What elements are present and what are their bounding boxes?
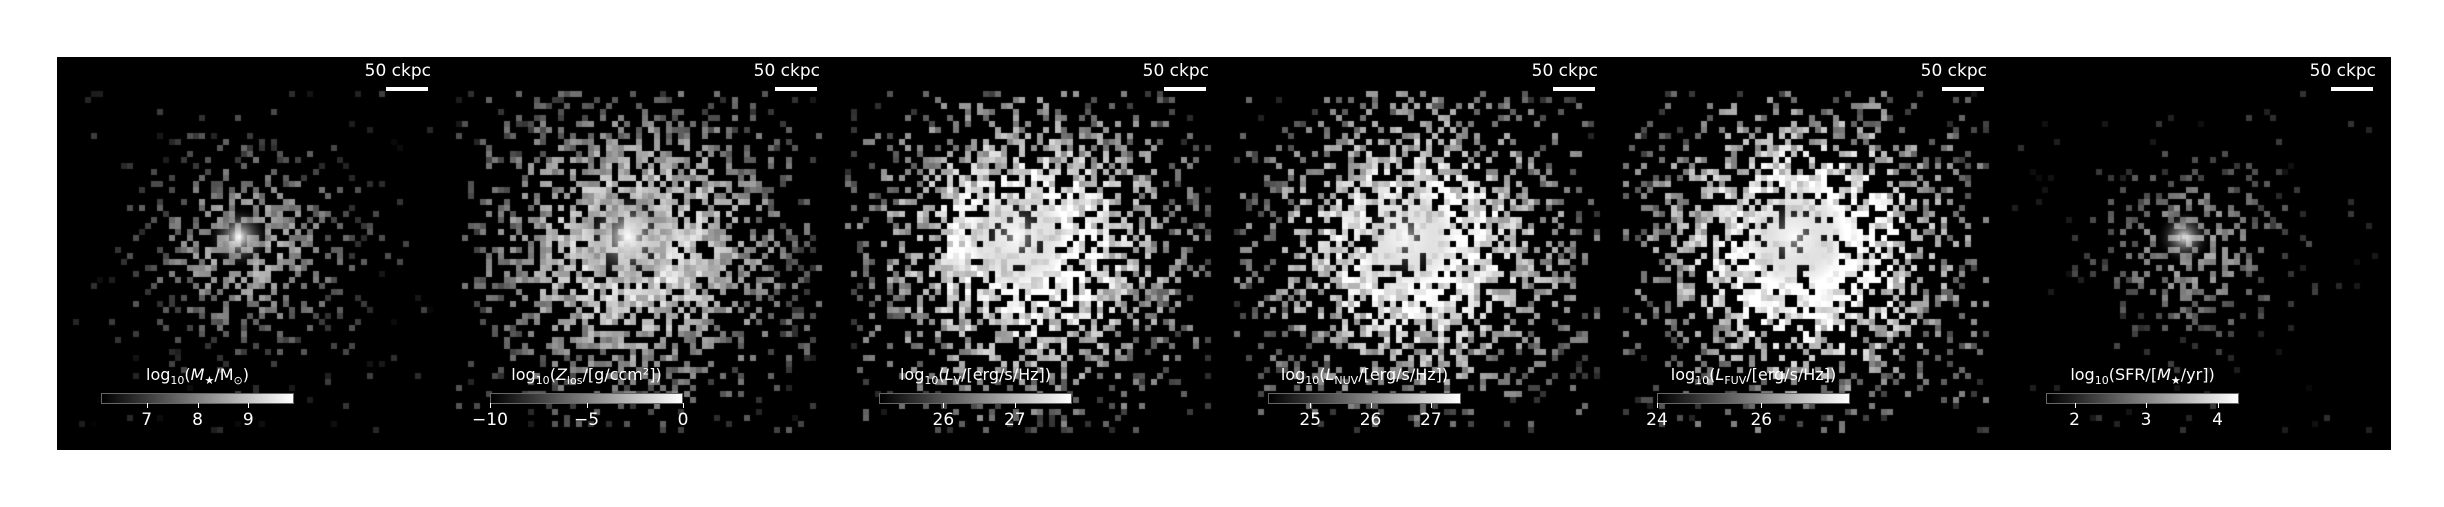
colorbar-tick: [1014, 403, 1016, 408]
colorbar-tick: [943, 403, 945, 408]
colorbar-title: log10(LV/[erg/s/Hz]): [899, 365, 1052, 388]
colorbar: [2046, 393, 2239, 404]
colorbar-tick: [586, 403, 588, 408]
scale-bar-label: 50 ckpc: [364, 61, 431, 81]
colorbar-tick: [1310, 403, 1312, 408]
colorbar-title: log10(M★/M⊙): [146, 365, 249, 388]
colorbar-title: log10(LNUV/[erg/s/Hz]): [1280, 365, 1449, 388]
colorbar: [1657, 393, 1850, 404]
galaxy-map-image: [446, 57, 835, 450]
scale-bar: [1164, 87, 1206, 91]
colorbar-tick: [2217, 403, 2219, 408]
colorbar-tick-label: 3: [2140, 410, 2152, 430]
colorbar-tick-label: −5: [573, 410, 600, 430]
image-panel-1: 50 ckpc log10(M★/M⊙) 7 8 9: [57, 57, 446, 450]
colorbar-tick-label: 9: [242, 410, 254, 430]
colorbar-tick-label: 4: [2212, 410, 2223, 430]
galaxy-map-image: [1613, 57, 2002, 450]
colorbar-title: log10(LFUV/[erg/s/Hz]): [1670, 365, 1837, 388]
image-panel-6: 50 ckpc log10(SFR/[M★/yr]) 2 3 4: [2002, 57, 2391, 450]
colorbar-tick: [146, 403, 148, 408]
image-panel-3: 50 ckpc log10(LV/[erg/s/Hz]) 26 27: [835, 57, 1224, 450]
scale-bar-label: 50 ckpc: [2309, 61, 2376, 81]
colorbar-title: log10(Zlos/[g/ccm²]): [511, 365, 662, 388]
colorbar-tick-label: 7: [141, 410, 153, 430]
colorbar-tick: [490, 403, 491, 408]
colorbar-tick: [2146, 403, 2148, 408]
colorbar-tick-label: 24: [1646, 410, 1668, 430]
scale-bar: [386, 87, 428, 91]
colorbar-tick: [248, 403, 250, 408]
colorbar-tick-label: 25: [1299, 410, 1322, 430]
colorbar-tick-label: −10: [472, 410, 508, 430]
colorbar-tick: [683, 403, 684, 408]
scale-bar: [775, 87, 817, 91]
colorbar-tick-label: 2: [2069, 410, 2080, 430]
colorbar-tick-label: 26: [932, 410, 955, 430]
scale-bar-label: 50 ckpc: [1531, 61, 1598, 81]
galaxy-map-image: [57, 57, 446, 450]
figure-strip: 50 ckpc log10(M★/M⊙) 7 8 9 50 ckpc log10(Zlos/…: [57, 57, 2391, 450]
scale-bar-label: 50 ckpc: [1142, 61, 1209, 81]
galaxy-map-image: [2002, 57, 2391, 450]
galaxy-map-image: [1224, 57, 1613, 450]
image-panel-2: 50 ckpc log10(Zlos/[g/ccm²]) −10 −5 0: [446, 57, 835, 450]
colorbar-tick: [1430, 403, 1432, 408]
image-panel-4: 50 ckpc log10(LNUV/[erg/s/Hz]) 25 26 27: [1224, 57, 1613, 450]
galaxy-map-image: [835, 57, 1224, 450]
colorbar-title: log10(SFR/[M★/yr]): [2070, 365, 2215, 388]
colorbar-tick: [1657, 403, 1658, 408]
colorbar-tick-label: 26: [1750, 410, 1773, 430]
scale-bar-label: 50 ckpc: [1920, 61, 1987, 81]
colorbar-tick: [1761, 403, 1763, 408]
colorbar: [1268, 393, 1461, 404]
colorbar-tick-label: 8: [192, 410, 203, 430]
colorbar-tick-label: 27: [1003, 410, 1026, 430]
scale-bar: [2331, 87, 2373, 91]
colorbar-tick: [197, 403, 199, 408]
scale-bar: [1942, 87, 1984, 91]
colorbar: [879, 393, 1072, 404]
scale-bar-label: 50 ckpc: [753, 61, 820, 81]
colorbar-tick-label: 26: [1359, 410, 1382, 430]
colorbar-tick: [1370, 403, 1372, 408]
colorbar-tick: [2074, 403, 2076, 408]
colorbar-tick-label: 27: [1420, 410, 1442, 430]
scale-bar: [1553, 87, 1595, 91]
colorbar-tick-label: 0: [677, 410, 689, 430]
image-panel-5: 50 ckpc log10(LFUV/[erg/s/Hz]) 24 26: [1613, 57, 2002, 450]
